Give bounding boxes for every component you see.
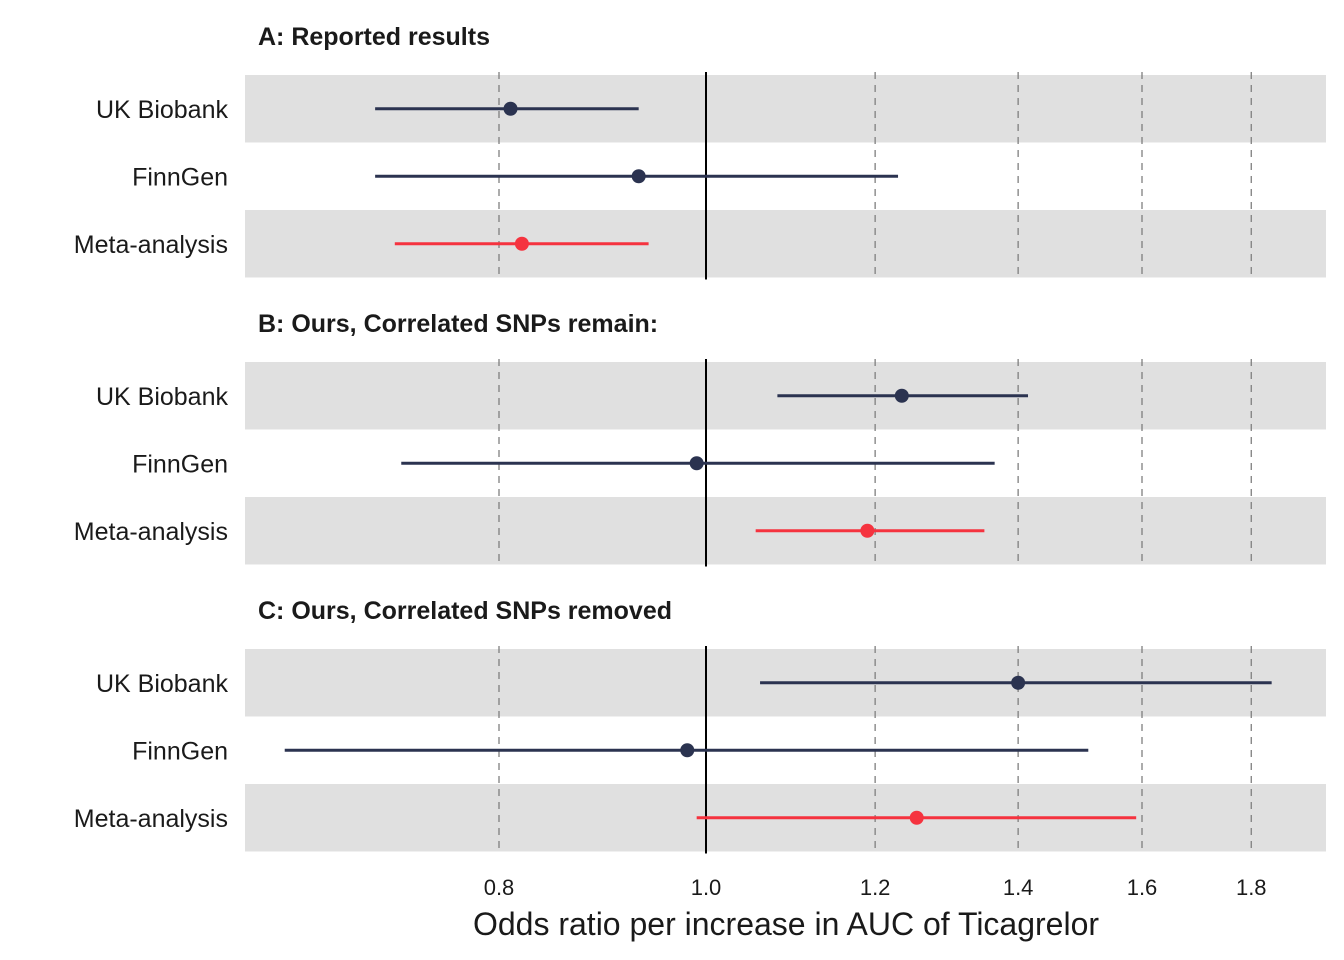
- x-tick-label: 1.2: [860, 875, 891, 900]
- point-estimate: [1011, 675, 1026, 690]
- point-estimate: [503, 101, 518, 116]
- point-estimate: [689, 456, 704, 471]
- point-estimate: [894, 388, 909, 403]
- x-axis-title: Odds ratio per increase in AUC of Ticagr…: [473, 906, 1099, 942]
- x-tick-label: 1.6: [1127, 875, 1158, 900]
- point-estimate: [860, 523, 875, 538]
- row-label: UK Biobank: [96, 670, 229, 698]
- x-tick-label: 0.8: [484, 875, 515, 900]
- point-estimate: [631, 169, 646, 184]
- point-estimate: [909, 810, 924, 825]
- row-label: Meta-analysis: [74, 805, 228, 833]
- x-tick-label: 1.8: [1236, 875, 1267, 900]
- panel-title: C: Ours, Correlated SNPs removed: [258, 597, 672, 625]
- x-tick-label: 1.4: [1003, 875, 1034, 900]
- row-label: FinnGen: [132, 737, 228, 765]
- row-label: UK Biobank: [96, 96, 229, 124]
- point-estimate: [680, 743, 695, 758]
- row-label: UK Biobank: [96, 383, 229, 411]
- row-label: FinnGen: [132, 163, 228, 191]
- row-label: FinnGen: [132, 450, 228, 478]
- point-estimate: [514, 236, 529, 251]
- panel-title: A: Reported results: [258, 23, 490, 51]
- row-label: Meta-analysis: [74, 231, 228, 259]
- point-estimates: [503, 101, 1026, 825]
- panel-title: B: Ours, Correlated SNPs remain:: [258, 310, 658, 338]
- labels: A: Reported results UK Biobank FinnGen Meta…: [74, 23, 1267, 900]
- row-label: Meta-analysis: [74, 518, 228, 546]
- x-tick-label: 1.0: [691, 875, 722, 900]
